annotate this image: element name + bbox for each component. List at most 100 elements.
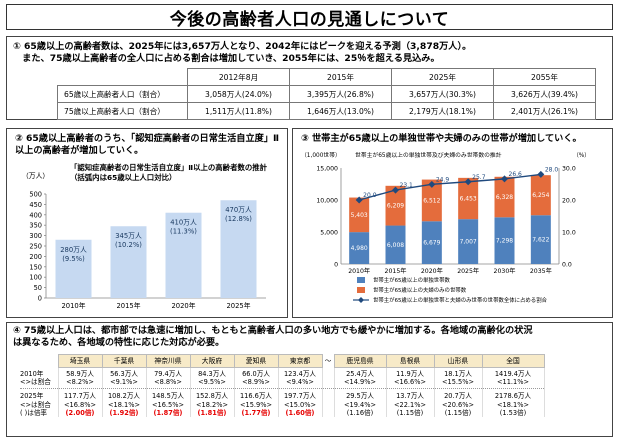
table-cell: 152.8万人 <18.2%> (1.81倍) — [189, 388, 235, 418]
chart-2-subtitle: 「認知症高齢者の日常生活自立度」Ⅱ以上の高齢者数の推計（括弧内は65歳以上人口対… — [70, 163, 268, 182]
ratio-point-label: 24.9 — [436, 176, 450, 183]
bar-value-label: 345万人 — [115, 232, 142, 240]
left-unit-label: （1,000世帯） — [301, 151, 341, 159]
row-2010: 2010年 <>は割合 58.9万人 <8.2%> 56.3万人 <9.1%> 79.4万人… — [20, 367, 545, 390]
table-cell: 13.7万人 <22.1%> (1.15倍) — [385, 388, 435, 418]
right-tick-label: 10.0 — [562, 230, 576, 237]
table-cell: 3,395万人(26.8%) — [289, 85, 392, 103]
table-cell: 148.5万人 <16.5%> (1.87倍) — [145, 388, 191, 418]
bar-ratio-label: (12.8%) — [225, 215, 252, 223]
table-cell: 3,657万人(30.3%) — [391, 85, 494, 103]
ratio-2025: <20.6%> — [442, 400, 474, 409]
bar-ratio-label: (9.5%) — [62, 255, 85, 263]
prefecture-name: 愛知県 — [245, 356, 267, 365]
row-head-note: <>は割合 — [20, 377, 51, 386]
ratio-2010: <11.1%> — [497, 378, 529, 387]
x-tick-label: 2010年 — [61, 301, 85, 310]
y-tick-label: 350 — [29, 222, 42, 230]
population-2025: 2178.6万人 — [494, 392, 532, 401]
ratio-2010: <9.1%> — [110, 378, 138, 387]
population-2010: 123.4万人 — [283, 370, 317, 378]
bar-single-label: 7,007 — [460, 239, 477, 246]
bar-couple — [349, 197, 370, 233]
y-tick-label: 450 — [29, 201, 42, 209]
prefecture-name: 大阪府 — [201, 356, 223, 365]
bar-couple — [494, 176, 515, 218]
growth-multiplier: (1.77倍) — [241, 408, 271, 417]
ratio-point-label: 20.0 — [363, 192, 377, 199]
table-row: 65歳以上高齢者人口（割合） 3,058万人(24.0%) 3,395万人(26… — [57, 85, 596, 103]
table-cell: 66.0万人 <8.9%> — [233, 367, 279, 390]
growth-multiplier: (1.87倍) — [153, 408, 183, 417]
prefecture-header: 鹿児島県 — [333, 354, 387, 368]
chart-3-title: 世帯主が65歳以上の単独世帯及び夫婦のみ世帯数の推計 — [355, 151, 502, 159]
x-tick-label: 2010年 — [348, 267, 370, 275]
legend-marker — [358, 297, 364, 303]
prefecture-header: 千葉県 — [101, 354, 147, 368]
ratio-2010: <9.5%> — [198, 378, 226, 387]
x-tick-label: 2020年 — [421, 267, 443, 275]
bar-single — [530, 215, 551, 264]
population-2025: 148.5万人 — [151, 392, 185, 401]
ratio-2025: <15.0%> — [284, 400, 316, 409]
table-corner — [20, 355, 58, 368]
legend-label: 世帯主が65歳以上の単独世帯と夫婦のみ世帯の世帯数全体に占める割合 — [373, 296, 548, 304]
bar-couple-label: 6,209 — [387, 203, 404, 210]
section-1-heading: ① 65歳以上の高齢者数は、2025年には3,657万人となり、2042年にはピ… — [13, 41, 609, 65]
growth-multiplier: (1.16倍) — [346, 408, 374, 417]
ratio-point — [501, 175, 508, 183]
population-2025: 20.7万人 — [444, 392, 472, 401]
prefecture-header: 山形県 — [433, 354, 483, 368]
bar-value-label: 470万人 — [225, 206, 252, 214]
growth-multiplier: (1.81倍) — [197, 408, 227, 417]
ratio-2025: <18.2%> — [196, 400, 228, 409]
population-2025: 152.8万人 — [195, 392, 229, 401]
table-cell: 1,646万人(13.0%) — [289, 102, 392, 120]
bar-couple-label: 6,512 — [423, 197, 440, 204]
prefecture-name: 千葉県 — [113, 356, 135, 365]
bar-couple — [458, 177, 479, 220]
prefecture-table: 埼玉県 千葉県 神奈川県 大阪府 愛知県 東京都～鹿児島県 島根県 山形県 全国 2010年 <>… — [20, 354, 545, 418]
right-unit-label: （%） — [573, 152, 590, 159]
population-2010: 11.9万人 — [396, 370, 424, 378]
chart-2-unit-label: （万人） — [22, 172, 50, 180]
row-head-2025: 2025年 <>は割合( )は倍率 — [20, 389, 58, 417]
bar-single-label: 4,980 — [351, 245, 368, 252]
table-cell: 197.7万人 <15.0%> (1.60倍) — [277, 388, 323, 418]
bar-single — [421, 221, 442, 264]
table-cell: 1,511万人(11.8%) — [187, 102, 290, 120]
y-tick-label: 200 — [29, 253, 42, 261]
population-2010: 79.4万人 — [154, 370, 182, 378]
table-cell: 56.3万人 <9.1%> — [101, 367, 147, 390]
section-3-heading: ③ 世帯主が65歳以上の単独世帯や夫婦のみの世帯が増加していく。 — [301, 133, 582, 144]
table-cell: 18.1万人 <15.5%> — [433, 367, 483, 390]
population-2025: 116.6万人 — [239, 392, 273, 401]
tilde-cell — [322, 389, 334, 417]
table-cell: 3,058万人(24.0%) — [187, 85, 290, 103]
ratio-point — [428, 180, 436, 188]
bar-couple-label: 5,403 — [351, 212, 368, 219]
prefecture-header: 神奈川県 — [145, 354, 191, 368]
prefecture-name: 山形県 — [447, 356, 469, 365]
ratio-point-label: 28.0 — [545, 166, 559, 173]
right-tick-label: 0.0 — [562, 262, 572, 269]
ratio-2025: <16.8%> — [64, 400, 96, 409]
table-cell: 29.5万人 <19.4%> (1.16倍) — [333, 388, 387, 418]
prefecture-name: 埼玉県 — [69, 356, 91, 365]
population-2025: 13.7万人 — [396, 392, 424, 401]
elderly-population-table: 2012年8月 2015年 2025年 2055年 65歳以上高齢者人口（割合）… — [57, 68, 596, 120]
bar-single — [349, 232, 370, 264]
bar — [220, 200, 257, 298]
y-tick-label: 100 — [29, 274, 42, 282]
section-2-heading: ② 65歳以上高齢者のうち、「認知症高齢者の日常生活自立度」Ⅱ以上の高齢者が増加… — [15, 133, 280, 156]
table-cell: 3,626万人(39.4%) — [493, 85, 596, 103]
population-2010: 84.3万人 — [198, 370, 226, 378]
bar-single — [494, 217, 515, 264]
ratio-2010: <9.4%> — [286, 378, 314, 387]
population-2010: 66.0万人 — [242, 370, 270, 378]
population-2010: 58.9万人 — [66, 370, 94, 378]
y-tick-label: 400 — [29, 211, 42, 219]
row-head-year: 2025年 — [20, 392, 44, 401]
row-head-note: <>は割合 — [20, 400, 51, 409]
bar-single-label: 7,298 — [496, 238, 513, 245]
